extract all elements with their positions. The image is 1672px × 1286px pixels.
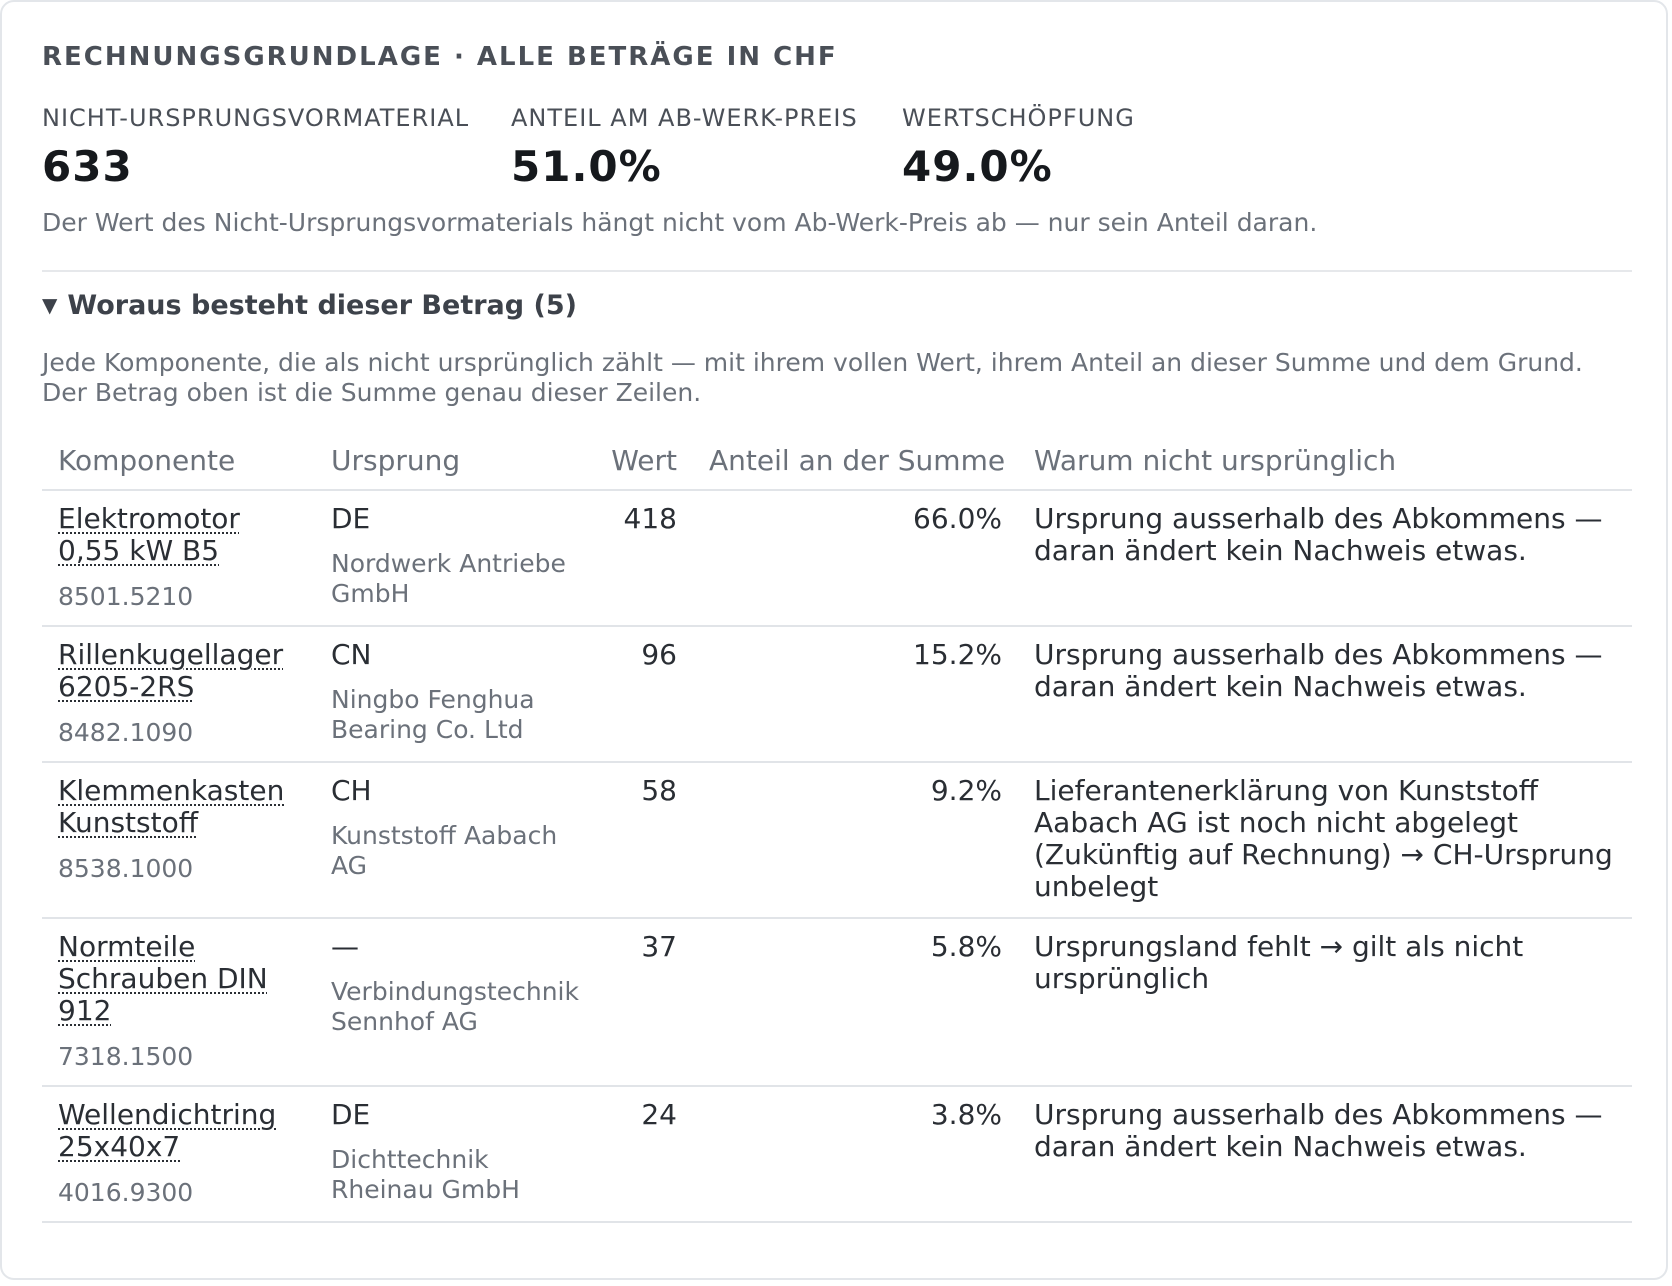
component-link[interactable]: Elektromotor 0,55 kW B5 (58, 502, 240, 567)
explanation-note: Der Wert des Nicht-Ursprungsvormaterials… (42, 208, 1318, 237)
component-cell: Rillenkugellager 6205-2RS 8482.1090 (42, 626, 315, 763)
card-title: RECHNUNGSGRUNDLAGE · ALLE BETRÄGE IN CHF (42, 42, 838, 72)
divider (42, 270, 1632, 272)
component-link[interactable]: Wellendichtring 25x40x7 (58, 1098, 277, 1163)
reason-cell: Ursprungsland fehlt → gilt als nicht urs… (1018, 918, 1632, 1087)
supplier-name: Verbindungstechnik Sennhof AG (331, 977, 579, 1036)
origin-country: CN (331, 638, 372, 671)
hs-code: 8501.5210 (58, 582, 194, 611)
supplier-name: Nordwerk Antriebe GmbH (331, 549, 566, 608)
reason-cell: Lieferantenerklärung von Kunststoff Aaba… (1018, 762, 1632, 919)
table-header-row: Komponente Ursprung Wert Anteil an der S… (42, 436, 1632, 491)
supplier-name: Dichttechnik Rheinau GmbH (331, 1145, 520, 1204)
value-cell: 37 (587, 918, 693, 1087)
metric-value: 51.0% (511, 142, 662, 191)
hs-code: 7318.1500 (58, 1042, 194, 1071)
share-cell: 66.0% (693, 490, 1018, 627)
metric-value: 633 (42, 142, 133, 191)
hs-code: 8538.1000 (58, 854, 194, 883)
hs-code: 4016.9300 (58, 1178, 194, 1207)
table-row: Klemmenkasten Kunststoff 8538.1000 CH Ku… (42, 762, 1632, 919)
origin-cell: DE Dichttechnik Rheinau GmbH (315, 1086, 587, 1223)
breakdown-summary-label: Woraus besteht dieser Betrag (5) (67, 290, 577, 321)
components-table: Komponente Ursprung Wert Anteil an der S… (42, 436, 1632, 1223)
component-cell: Klemmenkasten Kunststoff 8538.1000 (42, 762, 315, 919)
origin-country: DE (331, 1098, 371, 1131)
breakdown-description: Jede Komponente, die als nicht ursprüngl… (42, 348, 1583, 407)
column-header-share: Anteil an der Summe (693, 436, 1018, 491)
column-header-value: Wert (587, 436, 693, 491)
value-cell: 96 (587, 626, 693, 763)
metric-non-originating-material: NICHT-URSPRUNGSVORMATERIAL 633 (42, 104, 469, 191)
metric-label: ANTEIL AM AB-WERK-PREIS (511, 104, 858, 132)
metric-share-ex-works: ANTEIL AM AB-WERK-PREIS 51.0% (511, 104, 858, 191)
origin-cell: — Verbindungstechnik Sennhof AG (315, 918, 587, 1087)
origin-country: CH (331, 774, 372, 807)
share-cell: 5.8% (693, 918, 1018, 1087)
component-link[interactable]: Normteile Schrauben DIN 912 (58, 930, 268, 1027)
value-cell: 418 (587, 490, 693, 627)
metric-value-added: WERTSCHÖPFUNG 49.0% (902, 104, 1135, 191)
triangle-down-icon: ▼ (42, 293, 58, 317)
component-cell: Normteile Schrauben DIN 912 7318.1500 (42, 918, 315, 1087)
component-link[interactable]: Rillenkugellager 6205-2RS (58, 638, 284, 703)
reason-cell: Ursprung ausserhalb des Abkommens — dara… (1018, 1086, 1632, 1223)
component-cell: Wellendichtring 25x40x7 4016.9300 (42, 1086, 315, 1223)
share-cell: 3.8% (693, 1086, 1018, 1223)
column-header-component: Komponente (42, 436, 315, 491)
metric-value: 49.0% (902, 142, 1053, 191)
origin-cell: CH Kunststoff Aabach AG (315, 762, 587, 919)
origin-cell: DE Nordwerk Antriebe GmbH (315, 490, 587, 627)
origin-country: DE (331, 502, 371, 535)
reason-cell: Ursprung ausserhalb des Abkommens — dara… (1018, 490, 1632, 627)
value-cell: 24 (587, 1086, 693, 1223)
supplier-name: Ningbo Fenghua Bearing Co. Ltd (331, 685, 535, 744)
metric-label: NICHT-URSPRUNGSVORMATERIAL (42, 104, 470, 132)
table-row: Normteile Schrauben DIN 912 7318.1500 — … (42, 918, 1632, 1087)
table-row: Elektromotor 0,55 kW B5 8501.5210 DE Nor… (42, 490, 1632, 627)
breakdown-toggle[interactable]: ▼ Woraus besteht dieser Betrag (5) (42, 290, 577, 321)
table-row: Wellendichtring 25x40x7 4016.9300 DE Dic… (42, 1086, 1632, 1223)
hs-code: 8482.1090 (58, 718, 194, 747)
share-cell: 9.2% (693, 762, 1018, 919)
table-row: Rillenkugellager 6205-2RS 8482.1090 CN N… (42, 626, 1632, 763)
reason-cell: Ursprung ausserhalb des Abkommens — dara… (1018, 626, 1632, 763)
column-header-reason: Warum nicht ursprünglich (1018, 436, 1632, 491)
metric-label: WERTSCHÖPFUNG (902, 104, 1135, 132)
value-cell: 58 (587, 762, 693, 919)
component-link[interactable]: Klemmenkasten Kunststoff (58, 774, 285, 839)
share-cell: 15.2% (693, 626, 1018, 763)
origin-country: — (331, 930, 359, 963)
column-header-origin: Ursprung (315, 436, 587, 491)
supplier-name: Kunststoff Aabach AG (331, 821, 558, 880)
origin-cell: CN Ningbo Fenghua Bearing Co. Ltd (315, 626, 587, 763)
component-cell: Elektromotor 0,55 kW B5 8501.5210 (42, 490, 315, 627)
